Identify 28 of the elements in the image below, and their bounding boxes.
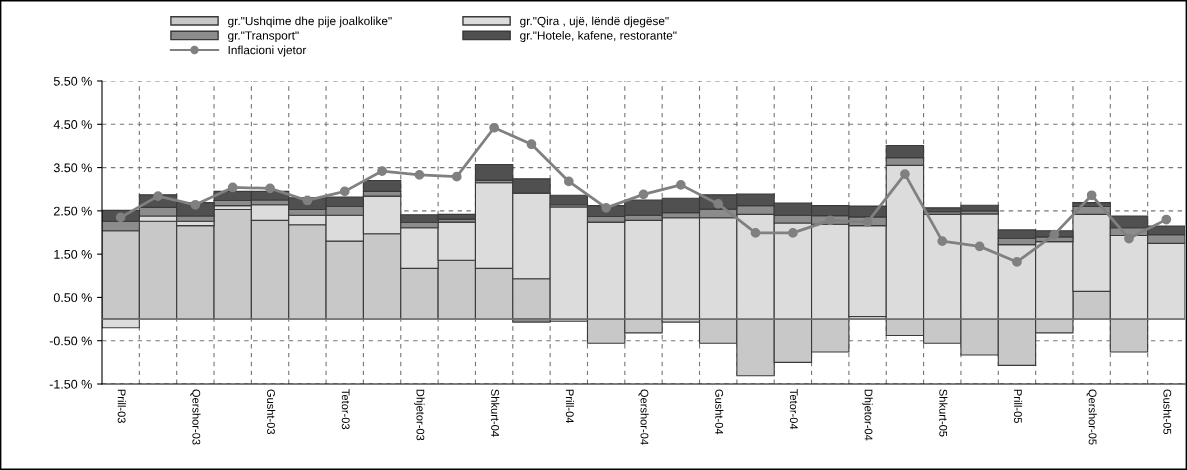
y-tick-label: -0.50 %: [49, 336, 92, 346]
y-tick-label: 2.50 %: [53, 206, 92, 216]
x-tick-label: Qershor-05: [1086, 389, 1097, 445]
y-tick-label: -1.50 %: [49, 379, 92, 389]
y-tick-label: 4.50 %: [53, 120, 92, 129]
legend-label: Inflacioni vjetor: [228, 45, 307, 57]
x-tick-label: Gusht-05: [1163, 389, 1172, 435]
y-tick-label: 0.50 %: [53, 293, 92, 303]
legend-label: gr."Ushqime dhe pije joalkolike": [228, 16, 392, 28]
x-tick-label: Dhjetor-04: [862, 389, 873, 441]
x-tick-label: Qershor-04: [638, 389, 649, 445]
x-tick-label: Prill-05: [1013, 389, 1023, 423]
legend-label: gr."Qira , ujë, lëndë djegëse": [520, 16, 669, 28]
x-tick-label: Shkurt-04: [491, 389, 500, 437]
x-tick-label: Prill-04: [565, 389, 574, 424]
x-tick-label: Tetor-03: [341, 389, 350, 430]
x-tick-label: Tetor-04: [789, 389, 798, 430]
y-tick-label: 3.50 %: [53, 163, 92, 173]
x-tick-label: Qershor-03: [190, 389, 201, 445]
x-tick-label: Dhjetor-03: [414, 389, 425, 441]
legend-label: gr."Hotele, kafene, restorante": [520, 31, 677, 43]
x-tick-label: Gusht-04: [715, 389, 724, 435]
x-tick-label: Gusht-03: [267, 389, 276, 435]
y-tick-label: 1.50 %: [54, 249, 92, 259]
y-tick-label: 5.50 %: [53, 76, 92, 86]
x-tick-label: Prill-03: [117, 389, 126, 423]
legend-label: gr."Transport": [228, 31, 299, 43]
x-tick-label: Shkurt-05: [939, 389, 948, 437]
